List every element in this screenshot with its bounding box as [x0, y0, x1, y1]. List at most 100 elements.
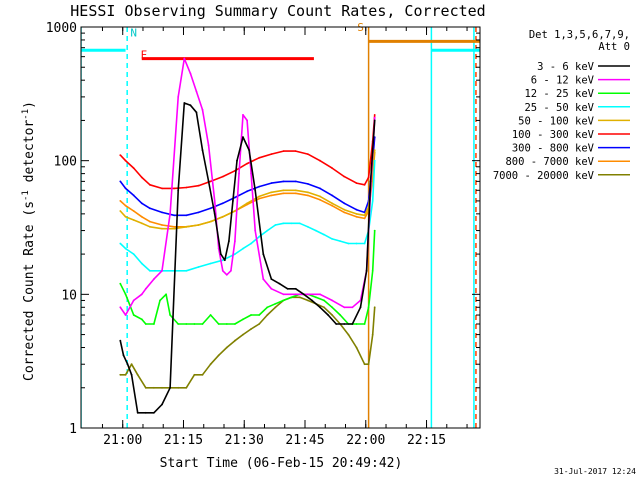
series-0-point-0 — [119, 339, 122, 342]
series-7-point-1 — [124, 204, 127, 207]
series-1-point-30 — [319, 293, 321, 296]
series-0-point-10 — [183, 102, 186, 104]
series-6-point-3 — [140, 202, 143, 205]
y-tick-label-3: 1000 — [46, 21, 77, 36]
axes: 1 10 100 1000 21:00 21:15 21:30 21:45 22:00 22:15 — [46, 21, 481, 448]
series-7-point-17 — [306, 194, 309, 197]
series-0-point-36 — [359, 306, 362, 309]
series-3-point-9 — [209, 262, 212, 265]
series-0-point-37 — [365, 269, 368, 272]
series-0-point-30 — [311, 299, 313, 302]
series-5-point-10 — [221, 175, 224, 178]
series-7-point-18 — [319, 198, 321, 201]
series-2-point-15 — [225, 323, 228, 325]
series-0-point-24 — [262, 253, 265, 256]
series-4-point-25 — [373, 149, 376, 152]
series-6-point-18 — [319, 187, 321, 190]
series-1-point-23 — [250, 172, 253, 175]
series-2-point-31 — [355, 323, 358, 325]
series-7-point-4 — [149, 220, 151, 223]
series-6-point-15 — [282, 180, 285, 183]
series-4-point-7 — [185, 225, 188, 228]
series-6-point-14 — [270, 182, 273, 185]
series-2-point-1 — [124, 293, 127, 296]
series-5-point-25 — [373, 114, 376, 116]
series-7-point-0 — [119, 200, 122, 202]
series-0-point-12 — [195, 111, 198, 114]
series-8-point-14 — [225, 346, 228, 349]
series-8-point-16 — [242, 333, 244, 336]
series-0-point-3 — [130, 373, 133, 376]
legend-label-7: 800 - 7000 keV — [505, 156, 594, 168]
series-1-point-24 — [254, 229, 257, 232]
series-0-point-16 — [219, 253, 222, 256]
series-1-point-13 — [207, 144, 210, 147]
series-1-point-18 — [230, 269, 232, 272]
series-7-point-19 — [331, 204, 333, 207]
series-2-point-26 — [315, 296, 317, 299]
series-4-point-4 — [149, 225, 151, 228]
series-5-point-13 — [258, 156, 261, 159]
series-1-point-21 — [242, 114, 244, 116]
legend-label-3: 25 - 50 keV — [524, 102, 594, 114]
y-tick-label-0: 1 — [69, 422, 77, 437]
series-1-point-2 — [132, 299, 135, 302]
series-2-point-29 — [339, 314, 342, 316]
series-2-point-12 — [201, 323, 204, 325]
series-3-point-26 — [355, 242, 358, 245]
series-2-point-23 — [290, 296, 293, 299]
series-8-point-12 — [209, 363, 212, 366]
series-5-point-21 — [355, 182, 358, 185]
legend-label-8: 7000 - 20000 keV — [493, 170, 595, 182]
series-8-point-5 — [153, 386, 155, 389]
x-tick-label-1: 21:15 — [164, 433, 203, 448]
y-tick-label-1: 10 — [61, 288, 77, 303]
series-0-point-5 — [144, 411, 147, 414]
series-0-point-9 — [177, 189, 180, 192]
series-8-point-8 — [177, 386, 180, 389]
series-1-point-37 — [373, 116, 376, 119]
series-4-point-17 — [306, 191, 309, 194]
plot-clipped — [81, 27, 480, 428]
series-5-point-20 — [343, 175, 346, 178]
series-8-point-29 — [347, 333, 350, 336]
series-2-point-22 — [282, 299, 285, 302]
legend-label-2: 12 - 25 keV — [524, 88, 594, 100]
series-0-point-14 — [207, 180, 210, 183]
series-0-point-6 — [153, 411, 155, 414]
series-2-point-32 — [363, 323, 366, 325]
series-3-point-21 — [315, 229, 317, 232]
series-1-point-29 — [306, 293, 309, 296]
series-3-point-0 — [119, 242, 122, 245]
x-tick-label-0: 21:00 — [103, 433, 142, 448]
series-7-point-21 — [355, 215, 358, 218]
series-3-point-16 — [274, 224, 277, 226]
series-4-point-21 — [355, 213, 358, 215]
series-2-point-16 — [234, 323, 236, 325]
series-8-point-27 — [331, 314, 333, 316]
series-7-point-15 — [282, 192, 285, 195]
series-0-point-11 — [189, 104, 192, 107]
series-3-point-14 — [258, 235, 261, 238]
series-8-point-6 — [161, 386, 163, 389]
series-1-point-10 — [189, 72, 192, 75]
series-0-point-32 — [327, 314, 329, 316]
series-3-point-13 — [250, 242, 253, 245]
series-0-point-23 — [254, 189, 257, 192]
series-6-point-13 — [258, 185, 261, 188]
series-7-point-3 — [140, 215, 143, 218]
series-2-point-0 — [119, 282, 122, 285]
series-3-point-8 — [197, 266, 200, 268]
series-5-point-18 — [319, 159, 321, 162]
series-6-point-20 — [343, 202, 346, 205]
series-0-point-29 — [302, 293, 305, 296]
series-1-point-28 — [294, 293, 297, 296]
series-6-point-0 — [119, 180, 122, 183]
series-0-point-34 — [343, 323, 346, 325]
flag-label-s-2: S — [357, 21, 364, 34]
series-5-point-16 — [294, 150, 297, 153]
series-1-point-16 — [221, 269, 224, 272]
series-0-point-39 — [373, 119, 376, 122]
series-8-point-19 — [266, 314, 269, 316]
series-4-point-2 — [132, 219, 135, 221]
